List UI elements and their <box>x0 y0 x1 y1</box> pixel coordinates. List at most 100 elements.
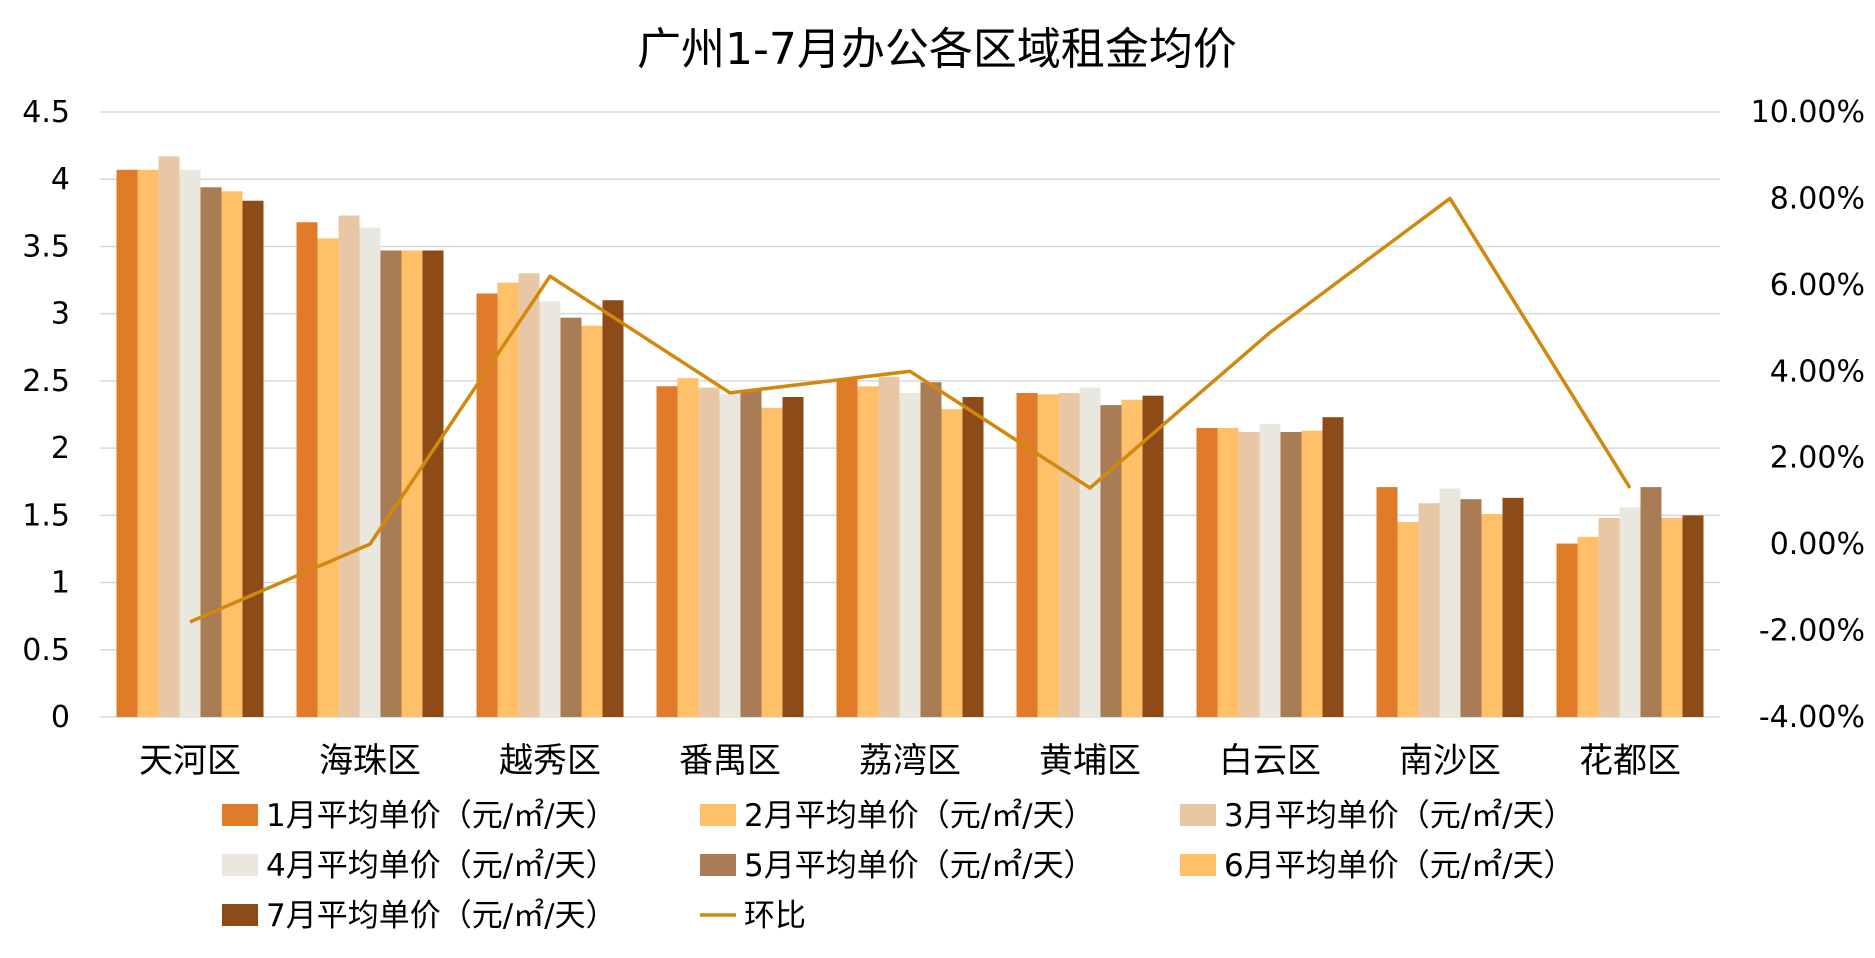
bar <box>1259 423 1281 717</box>
bars <box>116 156 1704 718</box>
bar <box>1661 518 1683 717</box>
bar <box>677 378 699 717</box>
bar <box>941 409 963 717</box>
bar <box>836 379 858 717</box>
right-tick-label: 10.00% <box>1751 95 1865 130</box>
bar-series <box>242 200 1704 717</box>
bar <box>656 386 678 717</box>
bar <box>962 397 984 717</box>
legend-label: 5月平均单价（元/㎡/天） <box>744 848 1095 884</box>
bar <box>200 187 222 718</box>
category-label: 番禺区 <box>679 741 781 781</box>
bar <box>1142 395 1164 717</box>
legend-label: 4月平均单价（元/㎡/天） <box>266 848 617 884</box>
right-tick-label: 2.00% <box>1770 441 1865 476</box>
bar <box>560 317 582 717</box>
left-tick-label: 0.5 <box>22 633 70 668</box>
chart-title: 广州1-7月办公各区域租金均价 <box>637 24 1237 75</box>
bar <box>359 227 381 717</box>
bar <box>179 169 201 718</box>
bar <box>1100 405 1122 717</box>
legend-item: 5月平均单价（元/㎡/天） <box>700 848 1095 884</box>
left-tick-label: 4 <box>51 162 70 197</box>
bar <box>1556 543 1578 717</box>
bar <box>1217 427 1239 717</box>
legend-item: 环比 <box>700 898 806 934</box>
bar-series <box>116 169 1578 718</box>
legend-label: 1月平均单价（元/㎡/天） <box>266 798 617 834</box>
bar <box>1376 487 1398 717</box>
bar <box>581 325 603 717</box>
bar <box>1196 427 1218 717</box>
category-label: 黄埔区 <box>1039 741 1141 781</box>
legend-label: 3月平均单价（元/㎡/天） <box>1224 798 1575 834</box>
bar <box>1121 399 1143 717</box>
bar <box>476 293 498 717</box>
right-tick-label: 8.00% <box>1770 181 1865 216</box>
category-label: 白云区 <box>1219 741 1321 781</box>
bar <box>422 250 444 717</box>
left-y-axis: 0 0.5 1 1.5 2 2.5 3 3.5 4 4.5 <box>22 95 70 735</box>
right-tick-label: 0.00% <box>1770 527 1865 562</box>
bar <box>920 382 942 717</box>
bar <box>221 191 243 718</box>
bar <box>1397 522 1419 717</box>
bar <box>1598 518 1620 717</box>
bar <box>1322 417 1344 717</box>
left-tick-label: 4.5 <box>22 95 70 130</box>
category-label: 花都区 <box>1579 741 1681 781</box>
legend-swatch <box>1180 804 1216 826</box>
legend-item: 7月平均单价（元/㎡/天） <box>222 898 617 934</box>
bar <box>761 407 783 717</box>
legend-item: 1月平均单价（元/㎡/天） <box>222 798 617 834</box>
bar <box>1418 503 1440 717</box>
right-tick-label: 6.00% <box>1770 268 1865 303</box>
legend-swatch <box>222 804 258 826</box>
legend-label: 2月平均单价（元/㎡/天） <box>744 798 1095 834</box>
bar <box>1460 499 1482 717</box>
bar <box>242 200 264 717</box>
right-tick-label: 4.00% <box>1770 354 1865 389</box>
bar <box>740 390 762 717</box>
bar <box>1577 536 1599 717</box>
category-label: 南沙区 <box>1399 741 1501 781</box>
legend-label: 环比 <box>744 898 806 934</box>
bar-series <box>179 169 1641 718</box>
bar <box>1079 387 1101 717</box>
bar-series <box>221 191 1683 718</box>
bar-series <box>158 156 1620 717</box>
bar <box>1502 497 1524 717</box>
bar <box>1016 392 1038 717</box>
legend-item: 6月平均单价（元/㎡/天） <box>1180 848 1575 884</box>
bar <box>338 215 360 717</box>
legend-label: 6月平均单价（元/㎡/天） <box>1224 848 1575 884</box>
bar <box>698 387 720 717</box>
right-tick-label: -2.00% <box>1759 614 1865 649</box>
bar <box>497 282 519 717</box>
legend-item: 2月平均单价（元/㎡/天） <box>700 798 1095 834</box>
right-y-axis: -4.00% -2.00% 0.00% 2.00% 4.00% 6.00% 8.00% 10.… <box>1751 95 1865 735</box>
left-tick-label: 1.5 <box>22 498 70 533</box>
category-label: 海珠区 <box>319 741 421 781</box>
legend-swatch <box>700 854 736 876</box>
bar <box>782 397 804 717</box>
left-tick-label: 2.5 <box>22 364 70 399</box>
legend-swatch <box>1180 854 1216 876</box>
bar <box>602 300 624 717</box>
legend: 1月平均单价（元/㎡/天） 2月平均单价（元/㎡/天） 3月平均单价（元/㎡/天） 4… <box>222 798 1575 934</box>
category-label: 越秀区 <box>499 741 601 781</box>
bar <box>857 386 879 717</box>
left-tick-label: 2 <box>51 431 70 466</box>
bar <box>1640 487 1662 717</box>
category-label: 天河区 <box>139 741 241 781</box>
left-tick-label: 0 <box>51 700 70 735</box>
bar-series <box>200 187 1662 718</box>
bar <box>137 169 159 718</box>
legend-swatch <box>222 904 258 926</box>
x-axis-categories: 天河区 海珠区 越秀区 番禺区 荔湾区 黄埔区 白云区 南沙区 花都区 <box>139 741 1681 781</box>
bar <box>1439 488 1461 717</box>
left-tick-label: 3 <box>51 297 70 332</box>
bar <box>1238 431 1260 717</box>
bar <box>518 273 540 717</box>
